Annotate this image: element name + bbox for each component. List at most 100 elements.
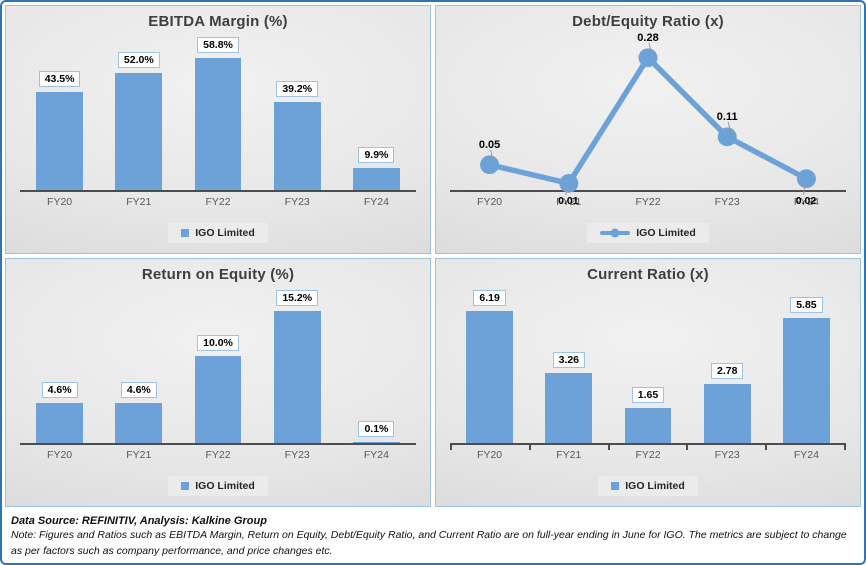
data-label: 0.1% — [358, 421, 395, 437]
legend-row: IGO Limited — [436, 465, 860, 506]
bar-column: 6.19 — [450, 287, 529, 443]
plot-area: 4.6% 4.6% 10.0% 15.2% 0.1% — [20, 287, 416, 445]
axis-category-label: FY22 — [205, 449, 231, 461]
bars-row: 4.6% 4.6% 10.0% 15.2% 0.1% — [20, 287, 416, 443]
bar-column: 9.9% — [337, 34, 416, 190]
axis-category-label: FY23 — [714, 196, 740, 208]
line-series — [486, 54, 810, 187]
axis-category-label: FY20 — [477, 449, 503, 461]
axis-category-label: FY21 — [126, 449, 152, 461]
axis-category-label: FY24 — [793, 449, 819, 461]
bar — [273, 102, 321, 190]
legend-swatch-icon — [611, 481, 620, 490]
bar-column: 39.2% — [258, 34, 337, 190]
data-label: 15.2% — [276, 290, 319, 306]
bar — [36, 403, 83, 443]
line-marker — [796, 169, 816, 189]
label-leader-line — [490, 149, 495, 162]
legend: IGO Limited — [168, 222, 268, 243]
legend-row: IGO Limited — [6, 465, 430, 506]
axis-category-label: FY20 — [47, 449, 73, 461]
panel-current-ratio: Current Ratio (x) 6.19 3.26 1.65 2.78 5.85 F… — [435, 258, 861, 507]
legend-label: IGO Limited — [195, 479, 255, 492]
axis-category-label: FY22 — [635, 449, 661, 461]
axis-category-label: FY21 — [126, 196, 152, 208]
label-leader-line — [565, 186, 569, 196]
axis-category-label: FY23 — [284, 196, 310, 208]
chart-title: Debt/Equity Ratio (x) — [572, 13, 724, 30]
charts-grid: EBITDA Margin (%) 43.5% 52.0% 58.8% 39.2% 9.… — [2, 2, 864, 510]
data-label: 0.05 — [479, 139, 500, 151]
data-label: 10.0% — [197, 335, 239, 352]
legend-label: IGO Limited — [625, 479, 685, 492]
legend-label: IGO Limited — [195, 226, 255, 239]
data-label: 4.6% — [120, 382, 157, 399]
legend-swatch-icon — [181, 481, 190, 490]
bar — [194, 356, 242, 443]
bar — [703, 383, 751, 443]
data-label: 5.85 — [790, 297, 823, 314]
data-label: 0.11 — [717, 111, 738, 123]
data-label: 0.28 — [637, 32, 658, 44]
legend-row: IGO Limited — [6, 212, 430, 253]
data-label: 52.0% — [117, 52, 160, 69]
legend-label: IGO Limited — [636, 226, 696, 239]
bar-column: 52.0% — [99, 34, 178, 190]
bar — [353, 442, 400, 443]
panel-ebitda-margin: EBITDA Margin (%) 43.5% 52.0% 58.8% 39.2% 9.… — [5, 5, 431, 254]
plot-area: 0.05 0.28 0.11 — [450, 32, 846, 196]
axis-row: FY20 FY21 FY22 FY23 FY24 — [20, 445, 416, 465]
bar-column: 10.0% — [178, 287, 257, 443]
bar-column: 2.78 — [688, 287, 767, 443]
data-label: 58.8% — [197, 37, 239, 53]
bar — [353, 167, 400, 190]
chart-title: Current Ratio (x) — [587, 266, 709, 283]
line-chart: 0.05 0.28 0.11 — [479, 32, 816, 196]
legend: IGO Limited — [168, 475, 268, 496]
data-label: 0.01 — [558, 195, 579, 207]
axis-category-label: FY21 — [556, 196, 582, 208]
axis-row: FY20 FY21 FY22 FY23 FY24 0.01 0.02 — [450, 192, 846, 212]
panel-return-on-equity: Return on Equity (%) 4.6% 4.6% 10.0% 15.2% 0… — [5, 258, 431, 507]
bar — [194, 58, 242, 190]
axis-category-label: FY21 — [556, 449, 582, 461]
bar-column: 0.1% — [337, 287, 416, 443]
label-leader-line — [727, 121, 732, 134]
data-source-line: Data Source: REFINITIV, Analysis: Kalkin… — [11, 515, 267, 527]
line-marker — [638, 48, 658, 68]
line-marker — [559, 173, 579, 193]
bar-column: 4.6% — [20, 287, 99, 443]
axis-category-label: FY24 — [793, 196, 819, 208]
bar-column: 3.26 — [529, 287, 608, 443]
legend-row: IGO Limited — [436, 212, 860, 253]
bars-row: 43.5% 52.0% 58.8% 39.2% 9.9% — [20, 34, 416, 190]
data-label: 39.2% — [276, 81, 319, 97]
axis-category-label: FY23 — [284, 449, 310, 461]
data-label: 6.19 — [473, 290, 506, 306]
panel-debt-equity-ratio: Debt/Equity Ratio (x) 0.05 0.28 0.11 FY20 F… — [435, 5, 861, 254]
bar-column: 5.85 — [767, 287, 846, 443]
label-leader-line — [802, 181, 806, 196]
line-marker — [480, 155, 500, 175]
bar-column: 15.2% — [258, 287, 337, 443]
data-label: 3.26 — [552, 352, 586, 369]
axis-row: FY20 FY21 FY22 FY23 FY24 — [20, 192, 416, 212]
chart-title: Return on Equity (%) — [141, 266, 295, 283]
bar — [115, 73, 163, 190]
bar — [273, 311, 321, 443]
legend-swatch-icon — [181, 228, 190, 237]
bar — [466, 311, 513, 443]
axis-category-label: FY23 — [714, 449, 740, 461]
axis-category-label: FY22 — [205, 196, 231, 208]
data-label: 43.5% — [38, 71, 81, 88]
data-label: 1.65 — [631, 386, 665, 403]
axis-category-label: FY24 — [363, 449, 389, 461]
data-label: 4.6% — [41, 382, 78, 399]
axis-category-label: FY24 — [363, 196, 389, 208]
bar — [36, 92, 83, 190]
bar-column: 58.8% — [178, 34, 257, 190]
bar — [545, 373, 593, 443]
bar — [624, 407, 672, 443]
line-marker — [717, 127, 737, 147]
